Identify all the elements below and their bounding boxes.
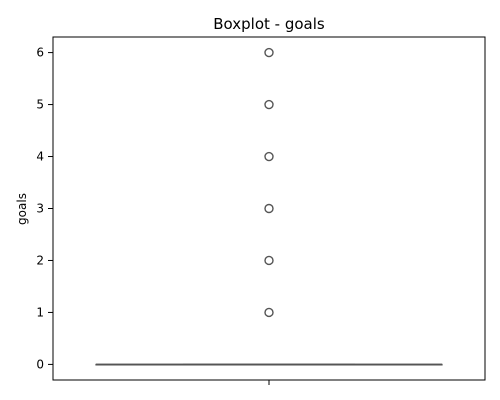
outliers-group xyxy=(264,47,274,318)
y-tick-label: 3 xyxy=(36,202,44,216)
y-tick-label: 4 xyxy=(36,150,44,164)
y-tick-label: 0 xyxy=(36,357,44,371)
y-tick-label: 2 xyxy=(36,253,44,267)
y-tick-label: 1 xyxy=(36,305,44,319)
chart-title: Boxplot - goals xyxy=(213,15,325,33)
y-axis-label: goals xyxy=(15,193,29,225)
outlier-point xyxy=(264,203,274,214)
y-tick-label: 5 xyxy=(36,98,44,112)
outlier-point xyxy=(264,47,274,58)
outlier-point xyxy=(264,255,274,266)
y-tick-label: 6 xyxy=(36,46,44,60)
box-group xyxy=(95,363,443,366)
plot-area-frame xyxy=(52,36,486,381)
outlier-point xyxy=(264,307,274,318)
outlier-point xyxy=(264,151,274,162)
outlier-point xyxy=(264,99,274,110)
y-axis: 0 1 2 3 4 5 6 xyxy=(36,46,53,371)
